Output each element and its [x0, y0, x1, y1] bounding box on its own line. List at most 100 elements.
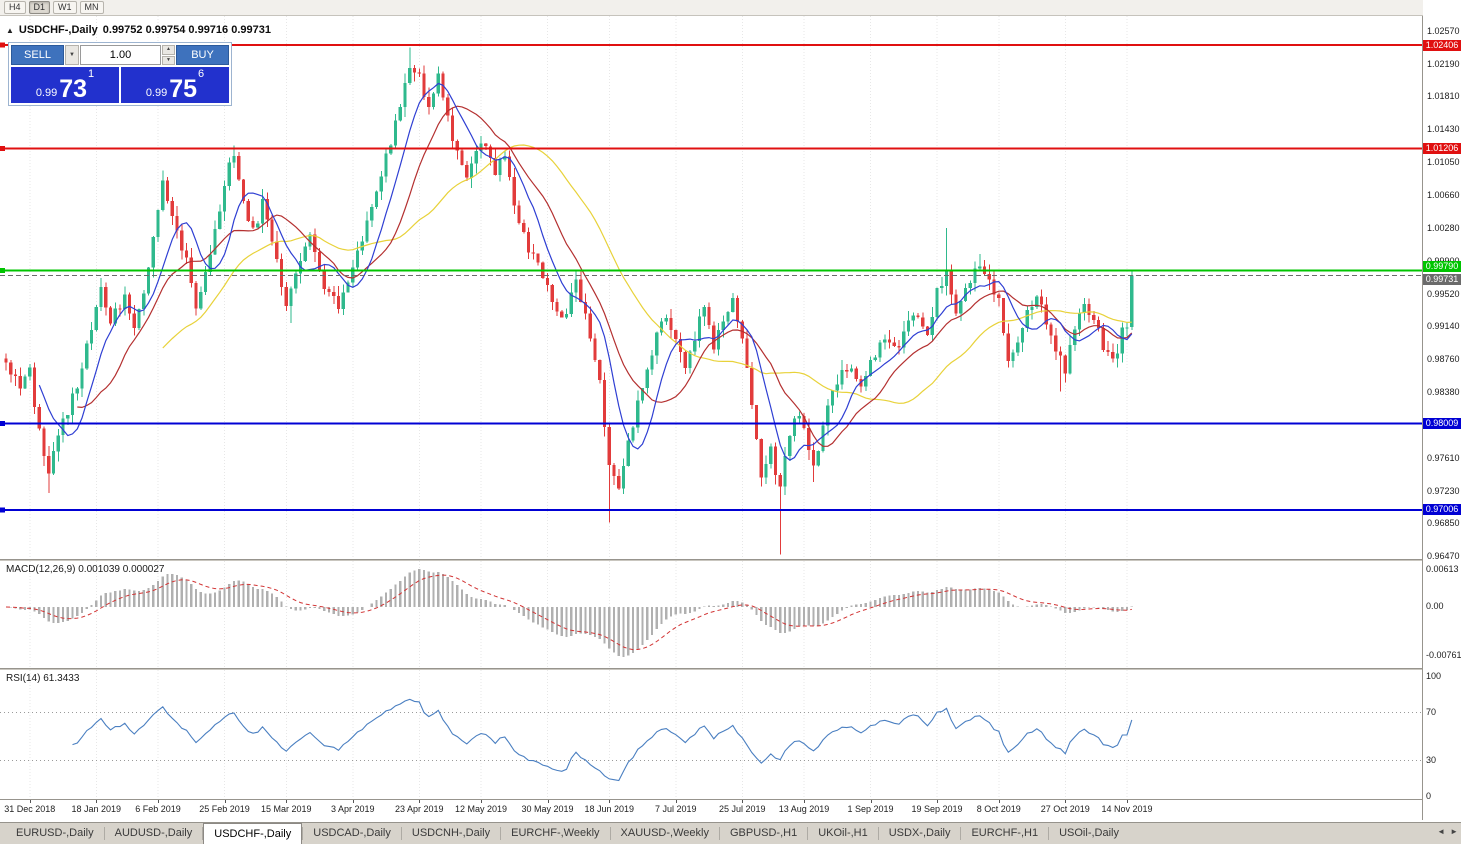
tab-usdchf-daily[interactable]: USDCHF-,Daily	[203, 823, 303, 844]
price-tick-label: 0.97610	[1427, 452, 1460, 463]
price-tick-label: 1.01430	[1427, 124, 1460, 135]
price-level-badge: 0.97006	[1423, 504, 1461, 516]
sell-price-display[interactable]: 0.99 73 1	[11, 67, 119, 103]
tab-usoil-daily[interactable]: USOil-,Daily	[1059, 827, 1119, 839]
tab-separator	[302, 827, 304, 840]
one-click-panel-toggle-icon[interactable]: ▲	[6, 25, 14, 35]
volume-input[interactable]: 1.00	[80, 45, 161, 65]
price-tick-label: 0.98380	[1427, 386, 1460, 397]
volume-stepper-down-icon[interactable]: ▼	[162, 55, 175, 65]
date-tick-mark	[286, 800, 288, 803]
axis-separator	[1422, 16, 1423, 820]
date-tick-mark	[609, 800, 611, 803]
tab-separator	[400, 827, 402, 840]
date-tick-mark	[29, 800, 31, 803]
buy-button[interactable]: BUY	[176, 45, 229, 65]
one-click-trading-panel: SELL ▼ 1.00 ▲ ▼ BUY 0.99 73 1 0.99 75 6	[8, 42, 232, 106]
date-tick-label: 25 Jul 2019	[718, 804, 766, 814]
line-handle	[0, 42, 5, 48]
price-level-badge: 0.99731	[1423, 273, 1461, 285]
sell-price-base: 0.99	[35, 87, 58, 99]
tab-audusd-daily[interactable]: AUDUSD-,Daily	[114, 827, 193, 839]
tab-gbpusd-h1[interactable]: GBPUSD-,H1	[729, 827, 798, 839]
price-tick-label: 0.96470	[1427, 551, 1460, 561]
date-tick-mark	[547, 800, 549, 803]
date-tick-label: 14 Nov 2019	[1101, 804, 1153, 814]
price-axis[interactable]: 1.02570 1.02190 1.01810 1.01430 1.01050 1.006…	[1423, 0, 1461, 820]
timeframe-button-mn[interactable]: MN	[79, 1, 104, 14]
price-tick-label: 1.00280	[1427, 223, 1460, 234]
rsi-axis-value: 30	[1426, 755, 1437, 765]
tab-xauusd-weekly[interactable]: XAUUSD-,Weekly	[620, 827, 709, 839]
date-tick-label: 7 Jul 2019	[654, 804, 697, 814]
date-tick-mark	[870, 800, 872, 803]
timeframe-toolbar: H4 D1 W1 MN	[0, 0, 1461, 16]
line-handle	[0, 421, 5, 426]
tab-usdcad-daily[interactable]: USDCAD-,Daily	[313, 827, 391, 839]
price-tick-label: 1.01810	[1427, 91, 1460, 102]
sell-price-big: 73	[59, 75, 88, 103]
tab-eurchf-weekly[interactable]: EURCHF-,Weekly	[511, 827, 600, 839]
macd-panel-canvas[interactable]	[0, 561, 1422, 668]
date-tick-mark	[804, 800, 805, 803]
chart-symbol-label: USDCHF-,Daily	[18, 24, 98, 36]
volume-stepper-up-icon[interactable]: ▲	[162, 45, 175, 55]
macd-axis-value: -0.00761	[1426, 650, 1461, 660]
timeframe-button-d1[interactable]: D1	[28, 1, 51, 14]
date-tick-mark	[675, 800, 677, 803]
panel-separator[interactable]	[0, 668, 1461, 670]
time-axis[interactable]: 31 Dec 2018 18 Jan 2019 6 Feb 2019 25 Feb 2…	[0, 800, 1422, 820]
rsi-panel-canvas[interactable]	[0, 670, 1422, 799]
date-tick-label: 12 May 2019	[454, 804, 508, 814]
price-tick-label: 1.02190	[1427, 58, 1460, 69]
tab-usdx-daily[interactable]: USDX-,Daily	[888, 827, 951, 839]
date-tick-label: 3 Apr 2019	[330, 804, 375, 814]
timeframe-button-h4[interactable]: H4	[4, 1, 26, 14]
timeframe-button-w1[interactable]: W1	[53, 1, 77, 14]
rsi-axis-value: 0	[1426, 791, 1432, 801]
date-tick-mark	[158, 800, 159, 803]
date-tick-label: 6 Feb 2019	[135, 804, 181, 814]
tab-ukoil-h1[interactable]: UKOil-,H1	[818, 827, 868, 839]
tab-separator	[960, 827, 962, 840]
chart-tabs-bar: EURUSD-,Daily AUDUSD-,Daily USDCHF-,Daily U…	[0, 822, 1461, 844]
tab-eurusd-daily[interactable]: EURUSD-,Daily	[16, 827, 94, 839]
chart-title: ▲ USDCHF-,Daily 0.99752 0.99754 0.99716 …	[6, 24, 271, 36]
date-tick-label: 23 Apr 2019	[394, 804, 444, 814]
rsi-indicator-label: RSI(14) 61.3433	[6, 673, 80, 684]
tabs-scroll-left-icon[interactable]: ◄	[1437, 827, 1446, 836]
date-tick-mark	[742, 800, 744, 803]
date-tick-label: 25 Feb 2019	[199, 804, 250, 814]
tab-separator	[202, 827, 204, 840]
line-handle	[0, 267, 5, 273]
tabs-scroll-right-icon[interactable]: ►	[1450, 827, 1458, 836]
price-tick-label: 0.99140	[1427, 321, 1460, 332]
date-tick-mark	[1065, 800, 1067, 803]
volume-dropdown-icon[interactable]: ▼	[65, 45, 79, 65]
date-tick-label: 30 May 2019	[521, 804, 574, 814]
volume-stepper[interactable]: ▲ ▼	[162, 45, 175, 65]
date-tick-label: 18 Jun 2019	[584, 804, 635, 814]
tab-separator	[1048, 827, 1050, 840]
price-level-badge: 1.02406	[1423, 39, 1461, 51]
buy-price-big: 75	[169, 75, 198, 103]
tab-separator	[103, 827, 105, 840]
macd-axis-value: 0.00613	[1426, 564, 1459, 574]
tab-eurchf-h1[interactable]: EURCHF-,H1	[971, 827, 1039, 839]
date-tick-label: 15 Mar 2019	[260, 804, 312, 814]
date-tick-mark	[419, 800, 421, 803]
price-level-badge: 1.01206	[1423, 142, 1461, 154]
buy-price-display[interactable]: 0.99 75 6	[121, 67, 229, 103]
date-tick-label: 13 Aug 2019	[778, 804, 830, 814]
tab-usdcnh-daily[interactable]: USDCNH-,Daily	[411, 827, 491, 839]
date-tick-mark	[998, 800, 1000, 803]
panel-separator[interactable]	[0, 559, 1461, 561]
price-tick-label: 0.98760	[1427, 353, 1460, 364]
date-tick-label: 19 Sep 2019	[911, 804, 963, 814]
date-tick-mark	[96, 800, 98, 803]
sell-price-sup: 1	[88, 68, 95, 80]
price-chart-canvas[interactable]	[0, 16, 1422, 560]
sell-button[interactable]: SELL	[11, 45, 64, 65]
price-tick-label: 1.02570	[1427, 26, 1460, 36]
